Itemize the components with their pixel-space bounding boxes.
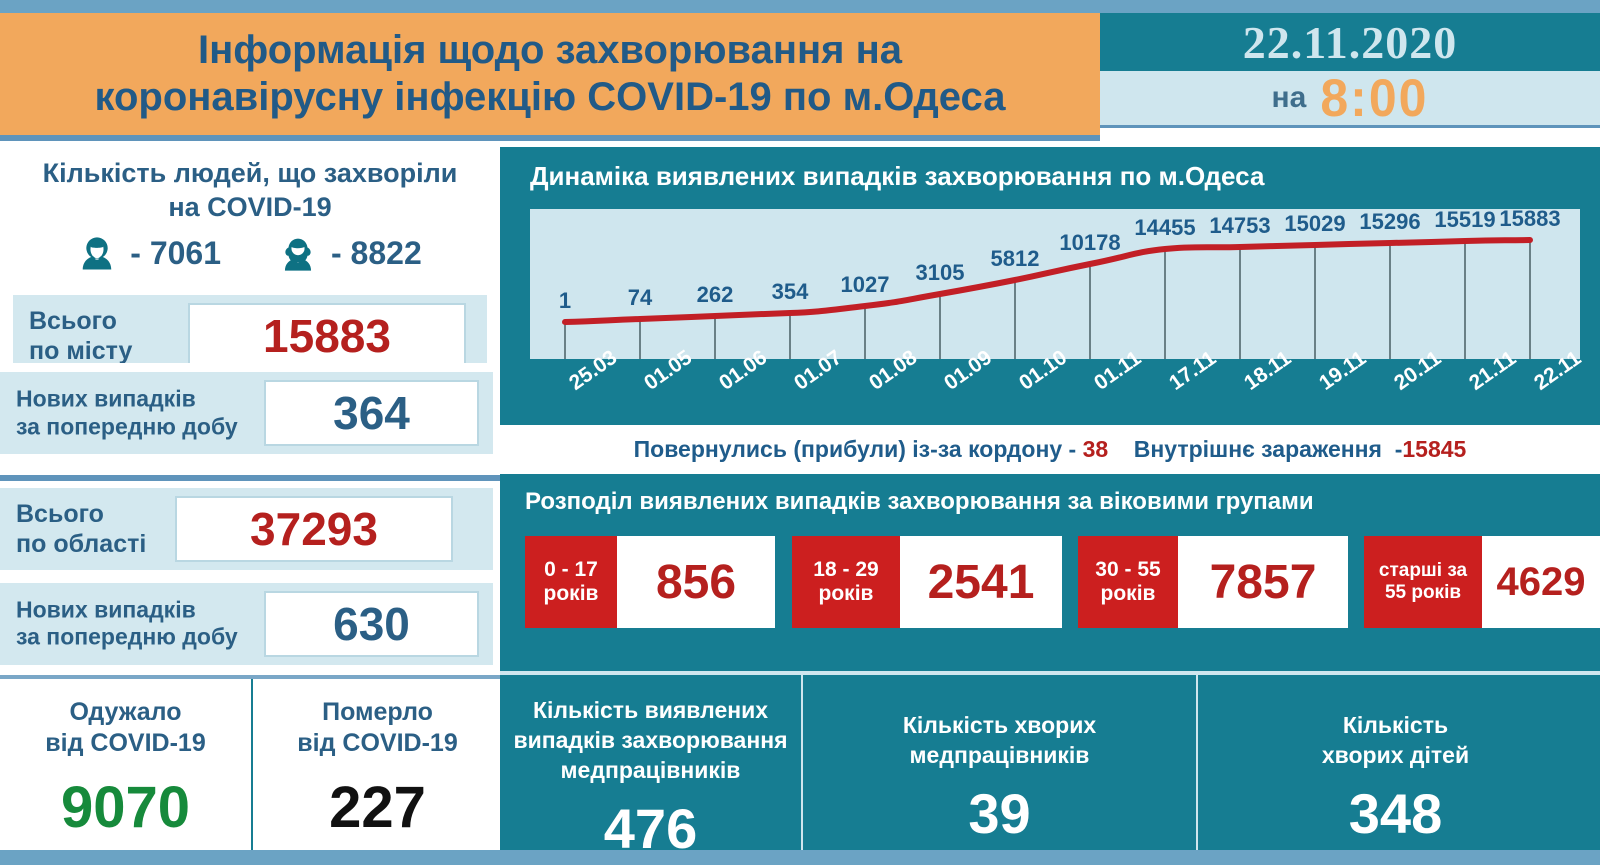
svg-text:1: 1 bbox=[559, 288, 571, 313]
svg-text:10178: 10178 bbox=[1059, 230, 1120, 255]
svg-text:14753: 14753 bbox=[1209, 213, 1270, 238]
svg-text:15519: 15519 bbox=[1434, 207, 1495, 232]
svg-text:15883: 15883 bbox=[1499, 206, 1560, 231]
svg-text:14455: 14455 bbox=[1134, 215, 1195, 240]
svg-text:1027: 1027 bbox=[841, 272, 890, 297]
svg-text:354: 354 bbox=[772, 279, 809, 304]
svg-text:3105: 3105 bbox=[916, 260, 965, 285]
svg-text:15029: 15029 bbox=[1284, 211, 1345, 236]
svg-text:15296: 15296 bbox=[1359, 209, 1420, 234]
svg-text:262: 262 bbox=[697, 282, 734, 307]
svg-text:74: 74 bbox=[628, 285, 653, 310]
svg-text:5812: 5812 bbox=[991, 246, 1040, 271]
